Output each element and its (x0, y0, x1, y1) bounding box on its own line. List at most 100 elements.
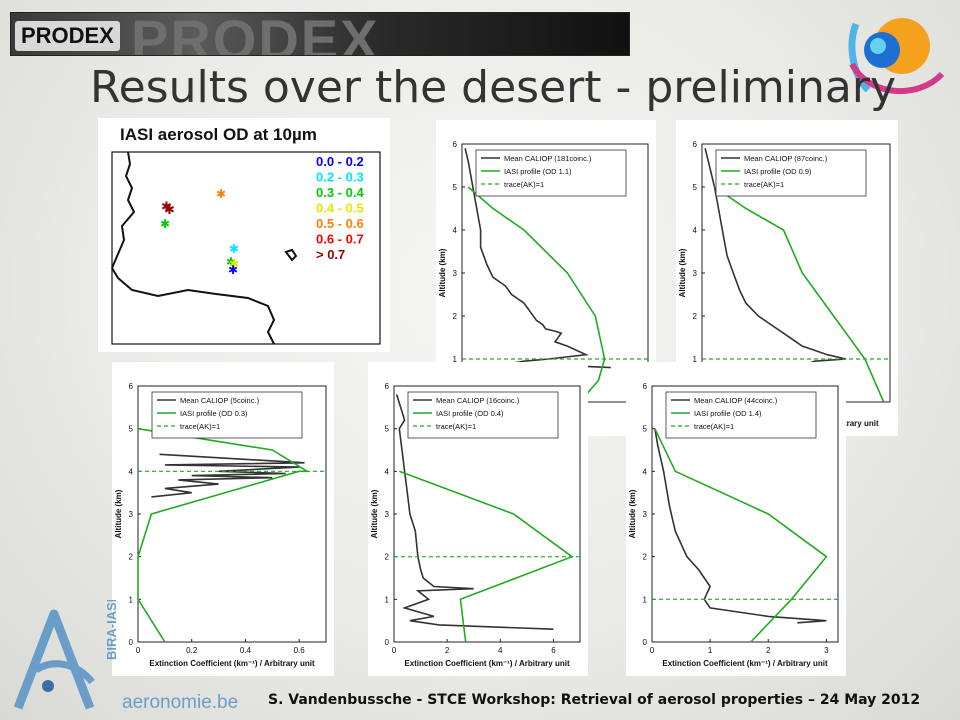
x-tick-label: 0 (650, 646, 655, 655)
iasi-profile-line (137, 427, 311, 643)
y-tick-label: 6 (453, 140, 458, 149)
legend-entry: trace(AK)=1 (694, 422, 734, 431)
y-tick-label: 0 (129, 638, 134, 647)
caliop-mean-line (464, 148, 611, 369)
map-marker: ✱ (164, 202, 175, 217)
y-tick-label: 3 (643, 510, 648, 519)
y-axis-label: Altitude (km) (438, 248, 447, 297)
x-axis-label: Extinction Coefficient (km⁻¹) / Arbitrar… (149, 659, 315, 668)
chart-legend: Mean CALIOP (181coinc.) IASI profile (OD … (475, 149, 627, 197)
y-tick-label: 2 (385, 553, 390, 562)
x-tick-label: 2 (766, 646, 771, 655)
profile-chart-87coinc: 0123456Altitude (km)Extinction Coefficie… (678, 140, 891, 428)
y-tick-label: 5 (693, 183, 698, 192)
chart-panel-5: 0 1 2 3 4 5 6 0 1 2 3 Altitude (km) Extinction Coeff… (626, 362, 846, 676)
legend-box (475, 149, 627, 197)
y-tick-label: 3 (693, 269, 698, 278)
coastline-west (111, 151, 136, 269)
map-marker: ✱ (229, 257, 239, 271)
legend-box (715, 149, 867, 197)
legend-box (665, 391, 817, 439)
legend-entry: Mean CALIOP (44coinc.) (694, 396, 778, 405)
x-tick-label: 2 (445, 646, 450, 655)
y-tick-label: 3 (385, 510, 390, 519)
legend-entry: trace(AK)=1 (180, 422, 220, 431)
legend-box (151, 391, 303, 439)
map-legend-entry: 0.4 - 0.5 (316, 201, 364, 216)
y-tick-label: 4 (693, 226, 698, 235)
y-tick-label: 1 (643, 595, 648, 604)
page-title: Results over the desert - preliminary (90, 62, 896, 113)
y-tick-label: 1 (453, 355, 458, 364)
y-tick-label: 5 (643, 425, 648, 434)
iasi-profile-line (467, 186, 606, 403)
y-tick-label: 0 (643, 638, 648, 647)
legend-entry: IASI profile (OD 0.4) (436, 409, 504, 418)
map-legend-entry: 0.5 - 0.6 (316, 216, 364, 231)
y-tick-label: 5 (385, 425, 390, 434)
footer-citation: S. Vandenbussche - STCE Workshop: Retrie… (268, 692, 921, 708)
map-frame (111, 151, 381, 345)
y-tick-label: 1 (693, 355, 698, 364)
logo-text: aeronomie.be (122, 692, 238, 713)
y-tick-label: 0 (385, 638, 390, 647)
x-tick-label: 0 (392, 646, 397, 655)
caliop-mean-line (654, 428, 827, 624)
island (284, 248, 298, 262)
x-axis-label: Extinction Coefficient (km⁻¹) / Arbitrar… (662, 659, 828, 668)
y-tick-label: 4 (643, 467, 648, 476)
y-tick-label: 6 (385, 382, 390, 391)
y-axis-label: Altitude (km) (678, 248, 687, 297)
map-legend-entry: 0.0 - 0.2 (316, 154, 364, 169)
y-tick-label: 2 (453, 312, 458, 321)
x-tick-label: 0.2 (186, 646, 198, 655)
legend-entry: Mean CALIOP (87coinc.) (744, 154, 828, 163)
iasi-profile-line (654, 428, 828, 643)
x-tick-label: 0.4 (240, 646, 252, 655)
legend-entry: trace(AK)=1 (744, 180, 784, 189)
y-tick-label: 2 (643, 553, 648, 562)
map-legend: 0.0 - 0.20.2 - 0.30.3 - 0.40.4 - 0.50.5 … (316, 154, 364, 262)
chart-panel-3: 0 1 2 3 4 5 6 0 0.2 0.4 0.6 Altitude (km) Extinction… (112, 362, 334, 676)
legend-entry: IASI profile (OD 0.9) (744, 167, 812, 176)
sun-logo-icon (848, 18, 945, 95)
map-legend-entry: 0.3 - 0.4 (316, 185, 364, 200)
map-marker: ✱ (228, 263, 238, 277)
chart-panel-4: 0 1 2 3 4 5 6 0 2 4 6 Altitude (km) Extinction Coeff… (368, 362, 588, 676)
profile-chart-5coinc: 0 1 2 3 4 5 6 0 0.2 0.4 0.6 Altitude (km) Extinction… (114, 382, 327, 668)
y-tick-label: 5 (129, 425, 134, 434)
bira-iasb-logo-icon: BIRA-IASB aeronomie.be (13, 600, 238, 713)
y-tick-label: 2 (129, 553, 134, 562)
chart-legend: Mean CALIOP (87coinc.) IASI profile (OD 0… (715, 149, 867, 197)
map-legend-entry: 0.6 - 0.7 (316, 232, 364, 247)
map-marker: ✱ (161, 199, 172, 214)
legend-entry: trace(AK)=1 (504, 180, 544, 189)
y-tick-label: 6 (643, 382, 648, 391)
chart-legend: Mean CALIOP (5coinc.) IASI profile (OD 0.… (151, 391, 303, 439)
legend-entry: Mean CALIOP (181coinc.) (504, 154, 592, 163)
y-tick-label: 4 (129, 467, 134, 476)
map-marker: ✱ (226, 255, 236, 269)
profile-chart-16coinc: 0 1 2 3 4 5 6 0 2 4 6 Altitude (km) Extinction Coeff… (370, 382, 581, 668)
map-marker: ✱ (160, 217, 170, 231)
profile-chart-44coinc: 0 1 2 3 4 5 6 0 1 2 3 Altitude (km) Extinction Coeff… (628, 382, 839, 668)
map-panel: IASI aerosol OD at 10µm ✱ ✱ ✱ ✱ ✱ ✱ ✱ ✱ … (98, 118, 390, 352)
y-tick-label: 4 (385, 467, 390, 476)
map-legend-entry: 0.2 - 0.3 (316, 170, 364, 185)
x-tick-label: 6 (551, 646, 556, 655)
y-axis-label: Altitude (km) (370, 489, 379, 538)
prodex-banner: PRODEX PRODEX (10, 12, 630, 56)
map-marker: ✱ (229, 242, 239, 256)
x-axis-label: Extinction Coefficient (km⁻¹) / Arbitrar… (404, 659, 570, 668)
map-legend-entry: > 0.7 (316, 247, 345, 262)
legend-entry: Mean CALIOP (5coinc.) (180, 396, 260, 405)
legend-entry: Mean CALIOP (16coinc.) (436, 396, 520, 405)
x-tick-label: 3 (824, 646, 829, 655)
logo-vertical-text: BIRA-IASB (104, 600, 119, 660)
legend-box (407, 391, 559, 439)
y-axis-label: Altitude (km) (628, 489, 637, 538)
y-tick-label: 5 (453, 183, 458, 192)
map-marker: ✱ (216, 187, 226, 201)
legend-entry: IASI profile (OD 1.1) (504, 167, 572, 176)
y-tick-label: 6 (129, 382, 134, 391)
